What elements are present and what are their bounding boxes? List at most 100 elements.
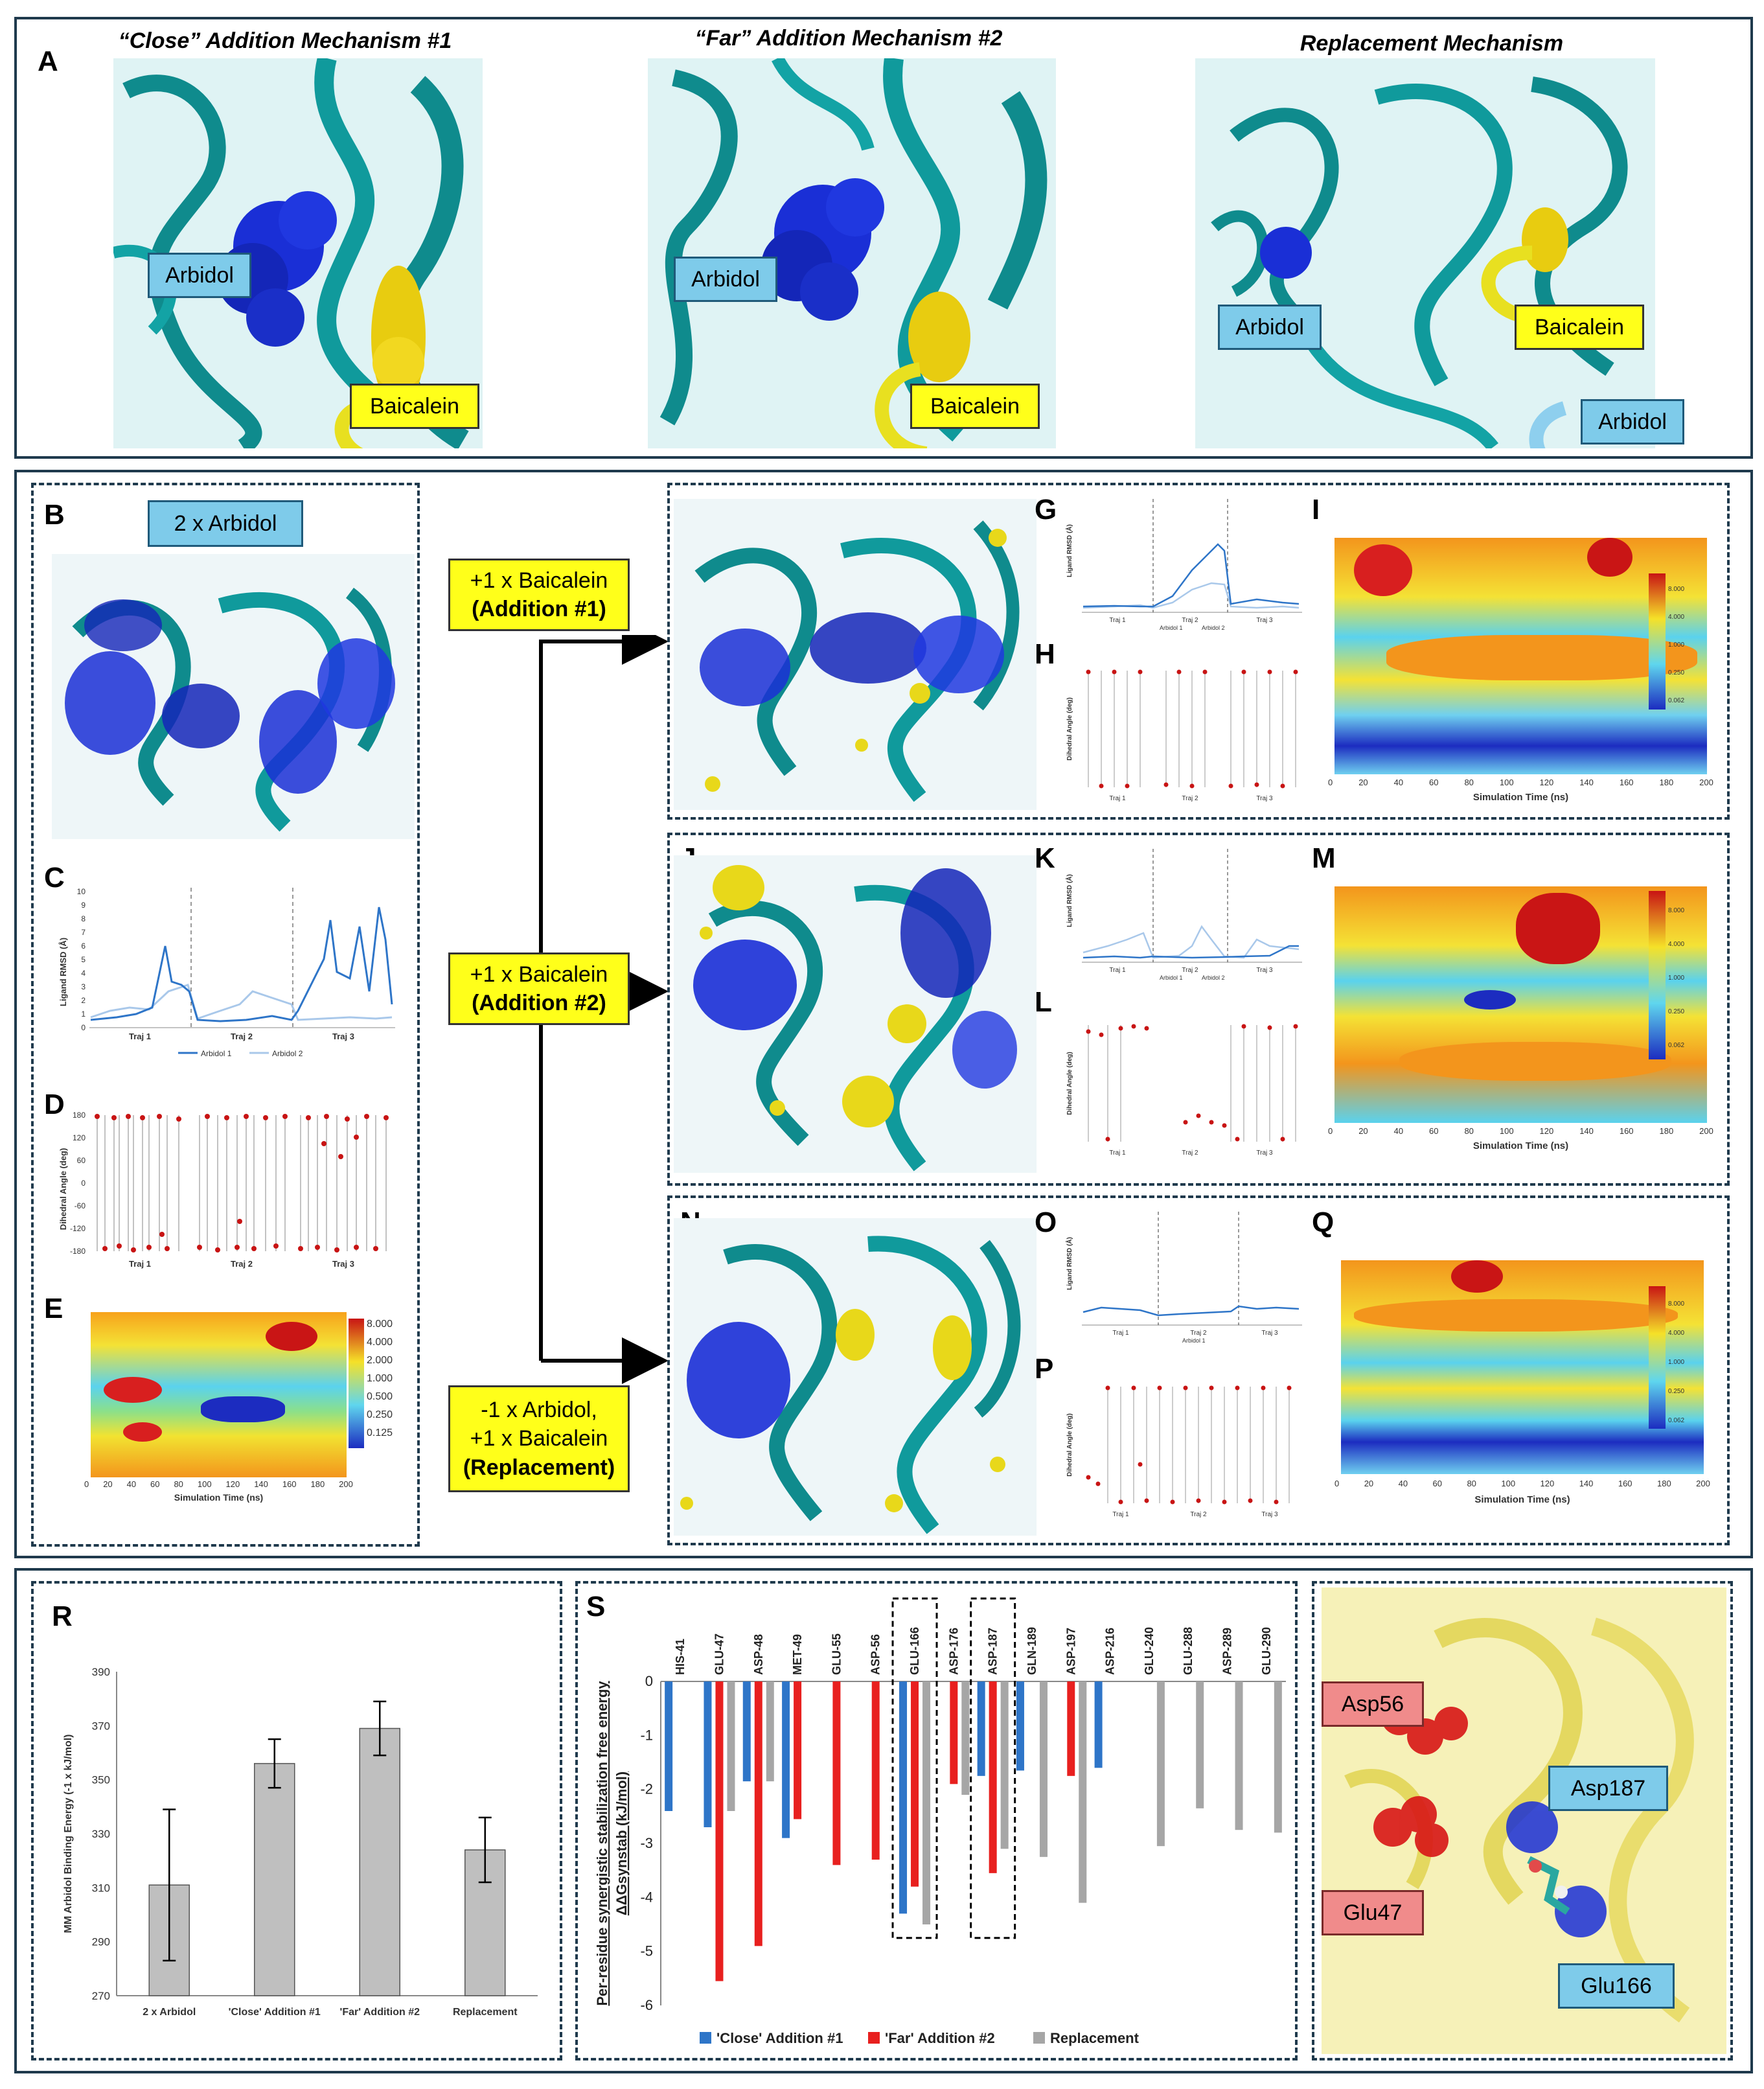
far-baicalein-label: Baicalein (910, 384, 1040, 429)
l-ylabel: Dihedral Angle (deg) (1066, 1052, 1073, 1114)
o-traj-1: Traj 1 (1112, 1330, 1129, 1337)
panel-letter-d: D (44, 1089, 65, 1120)
s-x-tick: ASP-289 (1221, 1628, 1234, 1675)
panel-e-xlabel: Simulation Time (ns) (174, 1492, 264, 1503)
s-bar-replacement (727, 1681, 735, 1811)
s-bar-far (715, 1681, 724, 1981)
s-legend-swatch (868, 2032, 880, 2044)
k-traj-1: Traj 1 (1109, 967, 1126, 974)
r-y-tick: 390 (92, 1666, 110, 1678)
panel-p-dihedral-plot: Dihedral Angle (deg) Traj 1 Traj 2 Traj … (1066, 1385, 1292, 1518)
s-bar-replacement (1235, 1681, 1243, 1830)
s-highlight-box (970, 1597, 1016, 1939)
s-x-tick: ASP-187 (987, 1628, 1000, 1675)
s-bar-replacement (1039, 1681, 1048, 1857)
panel-h-dihedral-plot: Dihedral Angle (deg) Traj 1 Traj 2 Traj … (1066, 669, 1298, 802)
s-legend-swatch (700, 2032, 711, 2044)
k-legend-2: Arbidol 2 (1202, 975, 1225, 981)
k-legend-1: Arbidol 1 (1160, 975, 1183, 981)
p-ylabel: Dihedral Angle (deg) (1066, 1413, 1073, 1476)
g-traj-2: Traj 2 (1182, 617, 1198, 624)
l-traj-2: Traj 2 (1182, 1149, 1198, 1157)
s-y-tick: -5 (640, 1943, 653, 1959)
row-addition-1-frame (667, 483, 1730, 820)
replacement-mechanism-structure (1195, 58, 1655, 448)
g-traj-1: Traj 1 (1109, 617, 1126, 624)
panel-q-xlabel: Simulation Time (ns) (1474, 1494, 1570, 1505)
s-bar-close (782, 1681, 790, 1838)
panel-letter-p: P (1035, 1353, 1054, 1385)
close-arbidol-label: Arbidol (148, 253, 251, 298)
s-y-tick: -2 (640, 1781, 653, 1797)
s-bar-close (742, 1681, 751, 1782)
r-y-tick: 290 (92, 1936, 110, 1948)
svg-text:5: 5 (81, 955, 86, 964)
s-legend-label: 'Close' Addition #1 (716, 2030, 843, 2046)
panel-letter-o: O (1035, 1206, 1057, 1238)
s-x-tick: ASP-216 (1104, 1628, 1117, 1675)
s-bar-replacement (766, 1681, 774, 1782)
s-bar-far (871, 1681, 880, 1860)
r-bar (254, 1762, 295, 1996)
s-x-tick: GLU-166 (908, 1627, 921, 1675)
s-highlight-box (891, 1597, 938, 1939)
s-bar-close (665, 1681, 673, 1811)
s-y-tick: -4 (640, 1889, 653, 1905)
r-bar (359, 1727, 400, 1996)
s-bar-replacement (922, 1681, 931, 1924)
replacement-label: -1 x Arbidol, +1 x Baicalein (Replacement) (448, 1385, 630, 1492)
r-y-tick: 330 (92, 1828, 110, 1840)
s-y-label-2: ΔΔGsynstab (kJ/mol) (613, 1772, 630, 1915)
p-traj-3: Traj 3 (1261, 1511, 1278, 1518)
panel-q-scale-labels: 8.000 4.000 1.000 0.250 0.062 (1668, 1300, 1685, 1424)
row-replacement-frame (667, 1195, 1730, 1545)
panel-m-colorbar (1649, 891, 1666, 1059)
svg-text:-120: -120 (70, 1224, 86, 1233)
d-traj-1: Traj 1 (129, 1259, 151, 1269)
s-bar-replacement (1196, 1681, 1204, 1808)
per-residue-chart: 0 -1 -2 -3 -4 -5 -6 Per-residue synergistic sta… (594, 1597, 1286, 2046)
s-bar-close (1016, 1681, 1024, 1771)
two-arbidol-structure (52, 554, 415, 839)
r-x-tick: 2 x Arbidol (143, 2007, 196, 2018)
s-legend-swatch (1033, 2032, 1045, 2044)
o-traj-2: Traj 2 (1190, 1330, 1207, 1337)
h-ylabel: Dihedral Angle (deg) (1066, 697, 1073, 760)
s-y-tick: -3 (640, 1835, 653, 1851)
panel-letter-b: B (44, 499, 65, 531)
panel-b-column (31, 483, 420, 1547)
o-legend-1: Arbidol 1 (1182, 1337, 1206, 1344)
s-x-tick: MET-49 (791, 1634, 804, 1675)
glu47-label: Glu47 (1322, 1890, 1424, 1935)
l-traj-3: Traj 3 (1256, 1149, 1273, 1157)
panel-letter-m: M (1312, 842, 1336, 874)
s-bar-replacement (961, 1681, 970, 1795)
row-addition-2-frame (667, 833, 1730, 1186)
panel-k-rmsd-plot: Ligand RMSD (Å) Traj 1 Traj 2 Traj 3 Arb… (1065, 849, 1302, 981)
panel-e-heatmap (91, 1312, 347, 1477)
replacement-arbidol-out-label: Arbidol (1581, 399, 1684, 444)
s-bar-far (950, 1681, 958, 1784)
replacement-arbidol-label: Arbidol (1218, 305, 1322, 350)
s-y-tick: 0 (645, 1673, 653, 1689)
panel-letter-g: G (1035, 494, 1057, 525)
s-bar-far (1067, 1681, 1075, 1776)
replacement-baicalein-label: Baicalein (1515, 305, 1644, 350)
svg-text:-60: -60 (74, 1201, 86, 1210)
panel-letter-e: E (44, 1293, 63, 1324)
svg-text:60: 60 (77, 1156, 86, 1165)
s-bar-close (1094, 1681, 1103, 1768)
svg-text:0: 0 (81, 1023, 86, 1032)
panel-letter-l: L (1035, 986, 1052, 1018)
k-traj-2: Traj 2 (1182, 967, 1198, 974)
two-arbidol-label: 2 x Arbidol (148, 500, 303, 547)
s-y-label-1: Per-residue synergistic stabilization fr… (594, 1681, 610, 2006)
r-y-tick: 270 (92, 1990, 110, 2002)
g-legend-1: Arbidol 1 (1160, 625, 1183, 631)
s-x-tick: ASP-197 (1064, 1628, 1077, 1675)
svg-text:7: 7 (81, 928, 86, 937)
panel-e-colorbar (349, 1319, 364, 1448)
panel-t-frame (1312, 1581, 1733, 2060)
r-y-label: MM Arbidol Binding Energy (-1 x kJ/mol) (63, 1735, 74, 1933)
panel-letter-a: A (38, 45, 58, 77)
